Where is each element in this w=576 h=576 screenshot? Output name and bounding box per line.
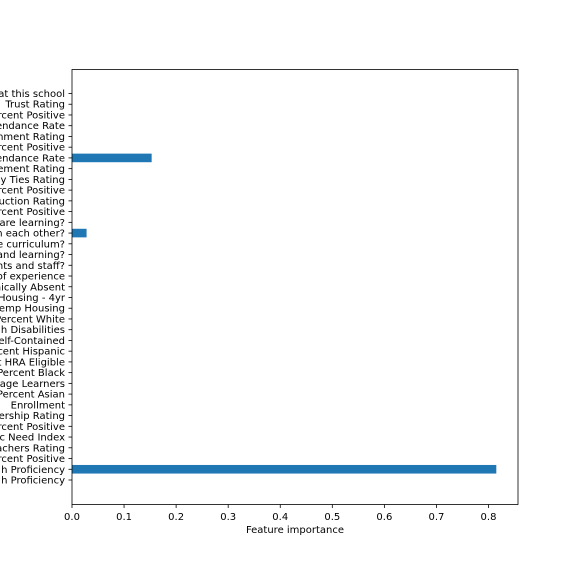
x-axis-label: Feature importance: [246, 525, 344, 536]
y-tick-label: cent Hispanic: [0, 347, 65, 358]
y-tick-label: rcent Positive: [0, 143, 65, 154]
y-tick-label: rcent Positive: [0, 186, 65, 197]
x-ticks-group: 0.0 0.1 0.2 0.3 0.4 0.5 0.6 0.7 0.8: [64, 504, 497, 523]
y-tick-label: ement Rating: [0, 164, 65, 175]
y-tick-label: rcent Positive: [0, 110, 65, 121]
y-tick-label: endance Rate: [0, 121, 65, 132]
y-tick-label: at this school: [0, 89, 65, 100]
y-tick-label: and learning?: [0, 250, 65, 261]
x-tick-label: 0.0: [64, 512, 80, 523]
y-tick-label: uction Rating: [0, 196, 65, 207]
x-tick-label: 0.7: [428, 512, 444, 523]
bars-group: [72, 153, 497, 474]
y-tick-label: Housing - 4yr: [0, 293, 66, 304]
plot-frame: [71, 69, 519, 505]
y-tick-label: t HRA Eligible: [0, 357, 65, 368]
y-tick-label: rcent Positive: [0, 207, 65, 218]
y-tick-label: h each other?: [0, 229, 65, 240]
y-tick-label: y Ties Rating: [1, 175, 65, 186]
x-tick-label: 0.8: [481, 512, 497, 523]
y-tick-label: emp Housing: [0, 304, 65, 315]
y-tick-label: endance Rate: [0, 153, 65, 164]
y-tick-label: nts and staff?: [0, 261, 65, 272]
bar: [72, 228, 87, 238]
y-tick-label: of experience: [0, 272, 65, 283]
y-tick-label: Enrollment: [11, 400, 65, 411]
bar: [72, 153, 152, 163]
x-tick-label: 0.2: [168, 512, 184, 523]
y-tick-label: elf-Contained: [0, 336, 65, 347]
y-tick-label: are learning?: [0, 218, 65, 229]
y-tick-label: h Proficiency: [1, 476, 65, 487]
y-tick-label: h Disabilities: [1, 325, 65, 336]
y-tick-label: achers Rating: [0, 443, 65, 454]
y-tick-label: rcent Positive: [0, 454, 65, 465]
y-tick-label: e curriculum?: [0, 239, 65, 250]
y-tick-label: nically Absent: [0, 282, 65, 293]
bar: [72, 464, 497, 474]
y-tick-label: age Learners: [0, 379, 65, 390]
x-tick-label: 0.4: [272, 512, 288, 523]
x-tick-label: 0.1: [116, 512, 132, 523]
y-tick-label: nment Rating: [0, 132, 65, 143]
x-tick-label: 0.5: [324, 512, 340, 523]
y-tick-label: Trust Rating: [4, 100, 65, 111]
x-tick-label: 0.6: [376, 512, 392, 523]
y-tick-label: c Need Index: [0, 433, 65, 444]
x-tick-label: 0.3: [220, 512, 236, 523]
y-tick-label: Percent White: [0, 314, 65, 325]
y-tick-label: h Proficiency: [1, 465, 65, 476]
y-tick-label: Percent Asian: [0, 390, 65, 401]
y-tick-label: rcent Positive: [0, 422, 65, 433]
y-tick-label: ership Rating: [0, 411, 65, 422]
y-tick-label: Percent Black: [0, 368, 65, 379]
